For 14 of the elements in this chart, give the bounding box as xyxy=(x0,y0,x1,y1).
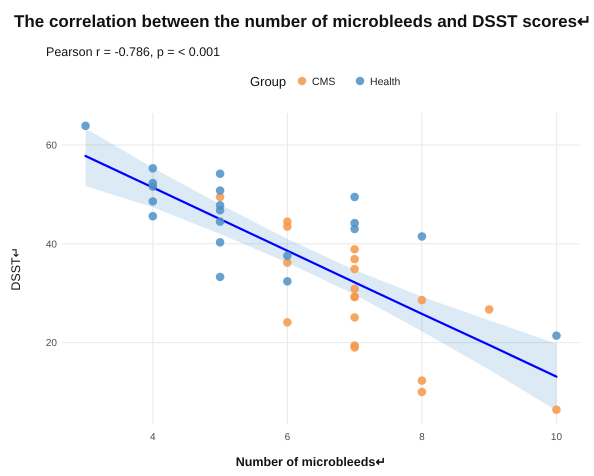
y-tick-label: 20 xyxy=(46,338,58,350)
y-tick-label: 40 xyxy=(46,239,58,250)
chart-title: The correlation between the number of microbleeds and DSST scores↵ xyxy=(14,12,592,31)
x-tick-label: 8 xyxy=(419,432,426,443)
legend-title: Group xyxy=(250,74,286,89)
chart-subtitle: Pearson r = -0.786, p = < 0.001 xyxy=(46,45,220,59)
x-axis-title: Number of microbleeds↵ xyxy=(236,455,386,469)
y-tick-label: 60 xyxy=(46,140,58,152)
legend-label: CMS xyxy=(312,76,336,88)
legend-label: Health xyxy=(370,76,401,88)
x-tick-label: 10 xyxy=(550,432,562,443)
x-tick-label: 4 xyxy=(150,432,156,443)
y-axis-title: DSST↵ xyxy=(9,246,23,291)
x-tick-label: 6 xyxy=(284,432,291,443)
